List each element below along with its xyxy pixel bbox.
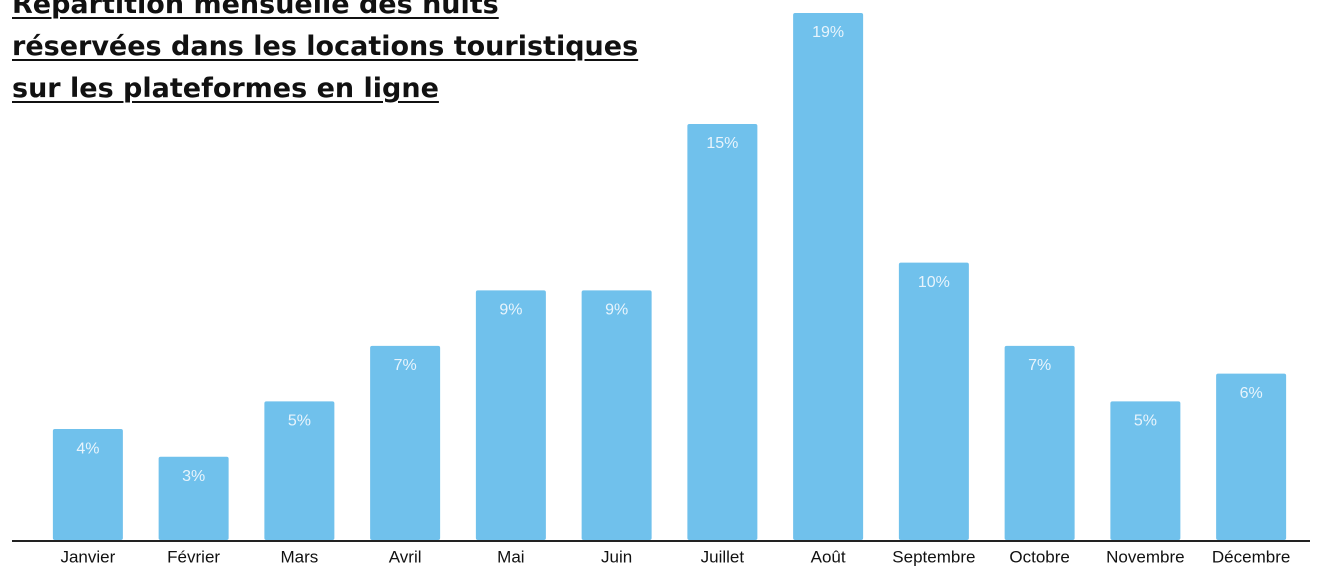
value-label: 5% bbox=[288, 413, 311, 430]
x-tick-label: Janvier bbox=[60, 547, 115, 566]
value-label: 3% bbox=[182, 468, 205, 485]
x-tick-label: Août bbox=[811, 547, 846, 566]
bar bbox=[1216, 373, 1287, 540]
bar bbox=[1004, 345, 1075, 540]
chart-title: Répartition mensuelle des nuits réservée… bbox=[12, 0, 639, 104]
x-tick-label: Février bbox=[167, 547, 220, 566]
x-tick-label: Septembre bbox=[892, 547, 975, 566]
bar bbox=[158, 456, 229, 540]
bar bbox=[264, 401, 335, 540]
bar bbox=[793, 13, 864, 540]
value-label: 9% bbox=[499, 302, 522, 319]
value-label: 9% bbox=[605, 302, 628, 319]
value-label: 15% bbox=[706, 135, 738, 152]
x-tick-label: Juillet bbox=[701, 547, 745, 566]
bar bbox=[475, 290, 546, 540]
bar bbox=[898, 262, 969, 540]
x-tick-label: Mars bbox=[280, 547, 318, 566]
value-label: 7% bbox=[1028, 357, 1051, 374]
x-tick-label: Novembre bbox=[1106, 547, 1184, 566]
value-label: 7% bbox=[394, 357, 417, 374]
x-tick-label: Décembre bbox=[1212, 547, 1290, 566]
x-tick-label: Juin bbox=[601, 547, 632, 566]
value-label: 4% bbox=[76, 440, 99, 457]
x-tick-label: Octobre bbox=[1009, 547, 1069, 566]
bar bbox=[1110, 401, 1181, 540]
value-label: 5% bbox=[1134, 413, 1157, 430]
x-tick-label: Avril bbox=[389, 547, 422, 566]
bar bbox=[581, 290, 652, 540]
x-tick-label: Mai bbox=[497, 547, 524, 566]
value-label: 19% bbox=[812, 24, 844, 41]
value-label: 6% bbox=[1240, 385, 1263, 402]
bar bbox=[370, 345, 441, 540]
bar bbox=[52, 429, 123, 540]
bar bbox=[687, 123, 758, 541]
value-label: 10% bbox=[918, 274, 950, 291]
